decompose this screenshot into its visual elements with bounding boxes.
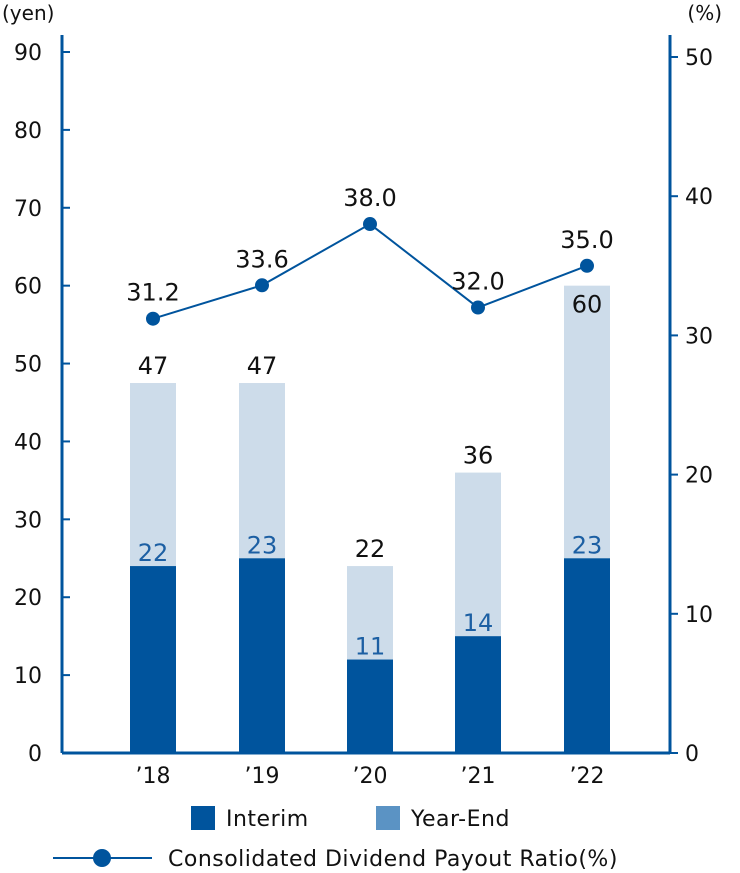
interim-value-label: 23 bbox=[572, 531, 603, 559]
bar-interim bbox=[239, 558, 285, 753]
bar-year-end bbox=[564, 285, 610, 559]
right-tick-label: 10 bbox=[685, 603, 713, 628]
right-axis-ticks: 0 10 20 30 40 50 bbox=[670, 46, 713, 767]
total-value-label: 22 bbox=[355, 535, 386, 563]
left-tick-label: 90 bbox=[14, 41, 42, 66]
ratio-point bbox=[146, 311, 160, 326]
right-tick-label: 40 bbox=[685, 185, 713, 210]
right-tick-label: 0 bbox=[685, 742, 699, 767]
bar-interim bbox=[347, 659, 393, 753]
legend-interim-label: Interim bbox=[226, 807, 309, 832]
legend-year-end-label: Year-End bbox=[410, 807, 510, 832]
bar-year-end bbox=[455, 472, 501, 637]
legend: Interim Year-End Consolidated Dividend P… bbox=[53, 806, 618, 872]
total-value-label: 60 bbox=[572, 291, 603, 319]
legend-ratio-label: Consolidated Dividend Payout Ratio(%) bbox=[168, 847, 618, 872]
bar-series: 22 47 23 47 11 22 14 36 23 60 bbox=[130, 285, 610, 753]
total-value-label: 36 bbox=[463, 442, 494, 470]
ratio-point bbox=[471, 300, 485, 315]
ratio-point bbox=[580, 258, 594, 273]
interim-value-label: 22 bbox=[138, 539, 169, 567]
interim-value-label: 23 bbox=[247, 531, 278, 559]
ratio-value-label: 33.6 bbox=[235, 245, 288, 273]
bar-interim bbox=[564, 558, 610, 753]
left-tick-label: 10 bbox=[14, 664, 42, 689]
ratio-line bbox=[152, 222, 588, 320]
bar-year-end bbox=[130, 383, 176, 567]
total-value-label: 47 bbox=[247, 352, 278, 380]
x-tick-label: ’18 bbox=[136, 764, 171, 789]
right-axis-unit: (%) bbox=[687, 1, 722, 25]
bar-interim bbox=[455, 636, 501, 753]
ratio-point bbox=[363, 217, 377, 232]
left-tick-label: 40 bbox=[14, 430, 42, 455]
left-tick-label: 80 bbox=[14, 119, 42, 144]
ratio-series: 31.2 33.6 38.0 32.0 35.0 bbox=[126, 184, 614, 326]
interim-value-label: 11 bbox=[355, 633, 386, 661]
x-tick-label: ’22 bbox=[570, 764, 605, 789]
ratio-value-label: 32.0 bbox=[451, 268, 504, 296]
x-tick-label: ’19 bbox=[245, 764, 280, 789]
left-tick-label: 20 bbox=[14, 586, 42, 611]
bar-interim bbox=[130, 566, 176, 753]
right-tick-label: 20 bbox=[685, 464, 713, 489]
total-value-label: 47 bbox=[138, 352, 169, 380]
left-tick-label: 50 bbox=[14, 353, 42, 378]
bar-year-end bbox=[347, 566, 393, 660]
interim-value-label: 14 bbox=[463, 609, 494, 637]
left-tick-label: 30 bbox=[14, 508, 42, 533]
ratio-value-label: 38.0 bbox=[343, 184, 396, 212]
ratio-value-label: 35.0 bbox=[560, 226, 613, 254]
legend-year-end-swatch bbox=[376, 806, 400, 830]
left-tick-label: 0 bbox=[28, 742, 42, 767]
left-tick-label: 60 bbox=[14, 275, 42, 300]
x-tick-label: ’20 bbox=[353, 764, 388, 789]
x-tick-label: ’21 bbox=[461, 764, 496, 789]
legend-interim-swatch bbox=[191, 806, 215, 830]
ratio-point bbox=[255, 278, 269, 293]
left-axis-unit: (yen) bbox=[2, 1, 54, 25]
legend-ratio-marker bbox=[93, 849, 111, 867]
x-axis-labels: ’18 ’19 ’20 ’21 ’22 bbox=[136, 764, 605, 789]
left-axis-ticks: 0 10 20 30 40 50 60 70 80 90 bbox=[14, 41, 70, 767]
ratio-value-label: 31.2 bbox=[126, 279, 179, 307]
left-tick-label: 70 bbox=[14, 197, 42, 222]
right-tick-label: 30 bbox=[685, 324, 713, 349]
bar-year-end bbox=[239, 383, 285, 559]
right-tick-label: 50 bbox=[685, 46, 713, 71]
